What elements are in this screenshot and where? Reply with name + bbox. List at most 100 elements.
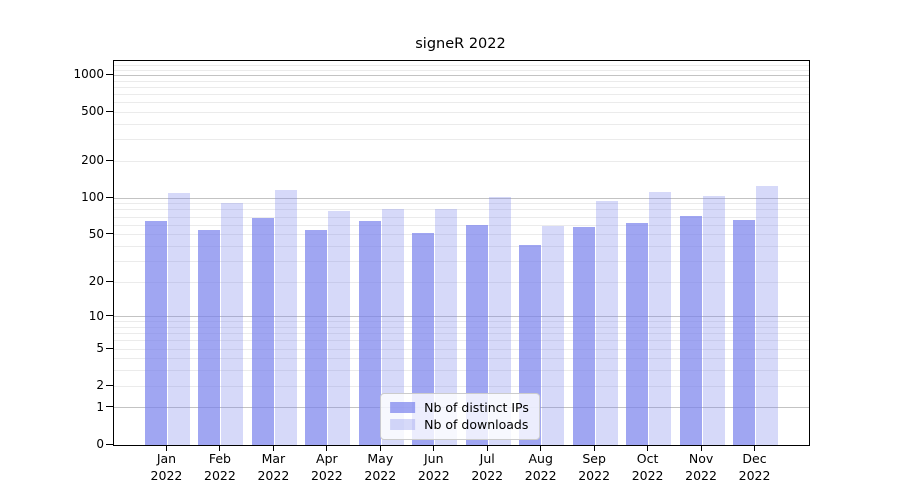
chart-title: signeR 2022 bbox=[415, 36, 506, 52]
x-tick-label: Jul 2022 bbox=[442, 451, 532, 484]
y-tick-label: 100 bbox=[81, 190, 104, 205]
bar-downloads bbox=[702, 195, 725, 445]
bar-downloads bbox=[221, 203, 244, 445]
bar-downloads bbox=[756, 186, 779, 445]
bar-downloads bbox=[542, 226, 565, 445]
y-tick-label: 500 bbox=[81, 104, 104, 119]
gridline-major bbox=[114, 197, 809, 199]
gridline-minor bbox=[114, 358, 809, 360]
bar-downloads bbox=[488, 197, 511, 445]
y-tick-mark bbox=[106, 315, 113, 317]
bar-downloads bbox=[649, 192, 672, 445]
y-tick-label: 1 bbox=[96, 399, 104, 414]
gridline-minor bbox=[114, 224, 809, 226]
bar-downloads bbox=[595, 201, 618, 445]
x-tick-label: Jun 2022 bbox=[389, 451, 479, 484]
x-tick-label: Feb 2022 bbox=[175, 451, 265, 484]
bar-distinct-ips bbox=[251, 217, 274, 445]
legend-label: Nb of distinct IPs bbox=[424, 400, 529, 415]
y-tick-label: 1000 bbox=[73, 67, 104, 82]
y-tick-label: 0 bbox=[96, 437, 104, 451]
bar-distinct-ips bbox=[572, 226, 595, 445]
bar-downloads bbox=[167, 193, 190, 445]
x-tick-month: Nov bbox=[688, 451, 714, 466]
bar-downloads bbox=[274, 190, 297, 445]
legend: Nb of distinct IPs Nb of downloads bbox=[380, 393, 540, 440]
x-tick-year: 2022 bbox=[364, 467, 397, 483]
y-tick-mark bbox=[106, 443, 113, 445]
bar-distinct-ips bbox=[733, 220, 756, 445]
bar-distinct-ips bbox=[305, 229, 328, 445]
y-tick-mark bbox=[106, 73, 113, 75]
x-tick-month: Sep bbox=[582, 451, 606, 466]
x-tick-year: 2022 bbox=[685, 467, 717, 483]
gridline-minor bbox=[114, 281, 809, 283]
gridline-minor bbox=[114, 69, 809, 71]
gridline-minor bbox=[114, 385, 809, 387]
y-tick-label: 200 bbox=[81, 153, 104, 168]
gridline-minor bbox=[114, 123, 809, 125]
gridline-minor bbox=[114, 80, 809, 82]
gridline-major bbox=[114, 316, 809, 318]
gridline-minor bbox=[114, 260, 809, 262]
gridline-minor bbox=[114, 203, 809, 205]
x-tick-year: 2022 bbox=[524, 467, 557, 483]
gridline-minor bbox=[114, 326, 809, 328]
bar-distinct-ips bbox=[358, 220, 381, 445]
x-tick-year: 2022 bbox=[738, 467, 771, 483]
gridline-minor bbox=[114, 321, 809, 323]
gridline-minor bbox=[114, 86, 809, 88]
x-tick-label: May 2022 bbox=[335, 451, 425, 484]
x-tick-label: Aug 2022 bbox=[496, 451, 586, 484]
x-tick-label: Apr 2022 bbox=[282, 451, 372, 484]
x-tick-month: Jan bbox=[156, 451, 177, 466]
y-tick-mark bbox=[106, 406, 113, 408]
gridline-minor bbox=[114, 370, 809, 372]
x-tick-month: Feb bbox=[208, 451, 231, 466]
gridline-minor bbox=[114, 209, 809, 211]
gridline-minor bbox=[114, 245, 809, 247]
x-tick-year: 2022 bbox=[631, 467, 664, 483]
gridline-minor bbox=[114, 333, 809, 335]
gridline-minor bbox=[114, 94, 809, 96]
y-tick-mark bbox=[106, 196, 113, 198]
x-tick-label: Nov 2022 bbox=[656, 451, 746, 484]
bar-distinct-ips bbox=[412, 232, 435, 445]
x-tick-label: Mar 2022 bbox=[228, 451, 318, 484]
legend-swatch-distinct-ips bbox=[390, 402, 416, 413]
y-tick-mark bbox=[106, 384, 113, 386]
bar-downloads bbox=[381, 208, 404, 445]
gridline-minor bbox=[114, 111, 809, 113]
y-tick-label: 20 bbox=[88, 274, 104, 289]
y-tick-mark bbox=[106, 110, 113, 112]
y-tick-mark bbox=[106, 159, 113, 161]
gridline-minor bbox=[114, 160, 809, 162]
gridline-major bbox=[114, 74, 809, 76]
gridline-minor bbox=[114, 348, 809, 350]
bar-distinct-ips bbox=[144, 220, 167, 445]
legend-swatch-downloads bbox=[390, 419, 416, 430]
x-tick-year: 2022 bbox=[310, 467, 343, 483]
y-tick-label: 2 bbox=[96, 378, 104, 393]
x-tick-year: 2022 bbox=[578, 467, 611, 483]
x-tick-month: Apr bbox=[316, 451, 338, 466]
x-tick-month: Aug bbox=[528, 451, 553, 466]
x-tick-month: Dec bbox=[742, 451, 767, 466]
x-tick-month: Mar bbox=[261, 451, 286, 466]
bar-downloads bbox=[435, 208, 458, 445]
plot-area bbox=[113, 60, 810, 446]
x-tick-year: 2022 bbox=[150, 467, 183, 483]
legend-label: Nb of downloads bbox=[424, 417, 529, 432]
gridline-minor bbox=[114, 216, 809, 218]
y-tick-mark bbox=[106, 280, 113, 282]
x-tick-month: Oct bbox=[636, 451, 659, 466]
x-tick-year: 2022 bbox=[204, 467, 236, 483]
y-tick-label: 50 bbox=[88, 226, 104, 241]
x-tick-year: 2022 bbox=[417, 467, 450, 483]
legend-item: Nb of distinct IPs bbox=[390, 399, 529, 416]
gridline-minor bbox=[114, 139, 809, 141]
legend-item: Nb of downloads bbox=[390, 416, 529, 433]
gridline-minor bbox=[114, 340, 809, 342]
bar-distinct-ips bbox=[465, 225, 488, 445]
